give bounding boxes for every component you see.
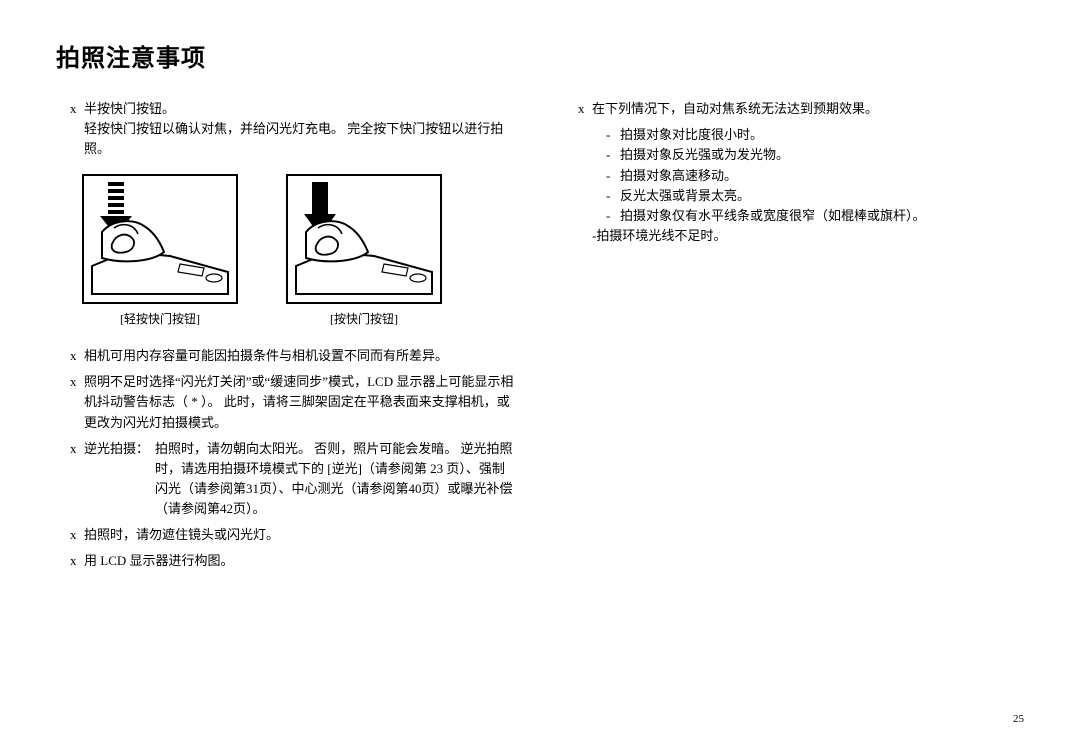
note-item-3: x 照明不足时选择“闪光灯关闭”或“缓速同步”模式，LCD 显示器上可能显示相机…	[56, 372, 516, 432]
note-item-2: x 相机可用内存容量可能因拍摄条件与相机设置不同而有所差异。	[56, 346, 516, 366]
bullet-icon: x	[70, 439, 77, 459]
dash-icon: -	[606, 206, 610, 226]
sub3-text: 拍摄对象高速移动。	[620, 168, 737, 183]
sub-1: -拍摄对象对比度很小时。	[592, 125, 1024, 145]
sub-3: -拍摄对象高速移动。	[592, 166, 1024, 186]
sub4-text: 反光太强或背景太亮。	[620, 188, 750, 203]
item2-text: 相机可用内存容量可能因拍摄条件与相机设置不同而有所差异。	[84, 348, 448, 363]
af-head: 在下列情况下，自动对焦系统无法达到预期效果。	[592, 101, 878, 116]
item1-head: 半按快门按钮。	[84, 101, 175, 116]
dash-icon: -	[606, 186, 610, 206]
sub-2: -拍摄对象反光强或为发光物。	[592, 145, 1024, 165]
item3-text: 照明不足时选择“闪光灯关闭”或“缓速同步”模式，LCD 显示器上可能显示相机抖动…	[84, 374, 513, 429]
right-column: x 在下列情况下，自动对焦系统无法达到预期效果。 -拍摄对象对比度很小时。 -拍…	[564, 99, 1024, 577]
sub-4: -反光太强或背景太亮。	[592, 186, 1024, 206]
full-press-icon	[286, 174, 442, 304]
sub-6: -拍摄环境光线不足时。	[592, 226, 1024, 246]
bullet-icon: x	[70, 372, 77, 392]
item6-text: 用 LCD 显示器进行构图。	[84, 553, 234, 568]
af-sublist: -拍摄对象对比度很小时。 -拍摄对象反光强或为发光物。 -拍摄对象高速移动。 -…	[564, 125, 1024, 246]
figure1-caption: [轻按快门按钮]	[82, 310, 238, 329]
left-column: x 半按快门按钮。 轻按快门按钮以确认对焦，并给闪光灯充电。 完全按下快门按钮以…	[56, 99, 516, 577]
bullet-icon: x	[70, 551, 77, 571]
columns: x 半按快门按钮。 轻按快门按钮以确认对焦，并给闪光灯充电。 完全按下快门按钮以…	[56, 99, 1024, 577]
page-number: 25	[1013, 711, 1024, 728]
sub-5: -拍摄对象仅有水平线条或宽度很窄（如棍棒或旗杆）。	[592, 206, 1024, 226]
item5-text: 拍照时，请勿遮住镜头或闪光灯。	[84, 527, 279, 542]
dash-icon: -	[606, 166, 610, 186]
bullet-icon: x	[70, 346, 77, 366]
figure2-caption: [按快门按钮]	[286, 310, 442, 329]
figure-full-press: [按快门按钮]	[286, 174, 442, 329]
sub2-text: 拍摄对象反光强或为发光物。	[620, 147, 789, 162]
dash-icon: -	[606, 125, 610, 145]
page-title: 拍照注意事项	[56, 40, 1024, 77]
bullet-icon: x	[70, 525, 77, 545]
figures-row: [轻按快门按钮]	[82, 174, 516, 329]
note-item-6: x 用 LCD 显示器进行构图。	[56, 551, 516, 571]
note-item-4: x 逆光拍摄： 拍照时，请勿朝向太阳光。 否则，照片可能会发暗。 逆光拍照时，请…	[56, 439, 516, 520]
note-item-5: x 拍照时，请勿遮住镜头或闪光灯。	[56, 525, 516, 545]
manual-page: 拍照注意事项 x 半按快门按钮。 轻按快门按钮以确认对焦，并给闪光灯充电。 完全…	[0, 0, 1080, 746]
figure-half-press: [轻按快门按钮]	[82, 174, 238, 329]
sub5-text: 拍摄对象仅有水平线条或宽度很窄（如棍棒或旗杆）。	[620, 208, 926, 223]
half-press-icon	[82, 174, 238, 304]
item4-label: 逆光拍摄：	[84, 439, 149, 520]
bullet-icon: x	[578, 99, 585, 119]
bullet-icon: x	[70, 99, 77, 119]
note-item-af: x 在下列情况下，自动对焦系统无法达到预期效果。	[564, 99, 1024, 119]
dash-icon: -	[606, 145, 610, 165]
note-item-1: x 半按快门按钮。 轻按快门按钮以确认对焦，并给闪光灯充电。 完全按下快门按钮以…	[56, 99, 516, 159]
item1-detail: 轻按快门按钮以确认对焦，并给闪光灯充电。 完全按下快门按钮以进行拍照。	[84, 119, 516, 159]
sub1-text: 拍摄对象对比度很小时。	[620, 127, 763, 142]
item4-body: 拍照时，请勿朝向太阳光。 否则，照片可能会发暗。 逆光拍照时，请选用拍摄环境模式…	[155, 439, 516, 520]
